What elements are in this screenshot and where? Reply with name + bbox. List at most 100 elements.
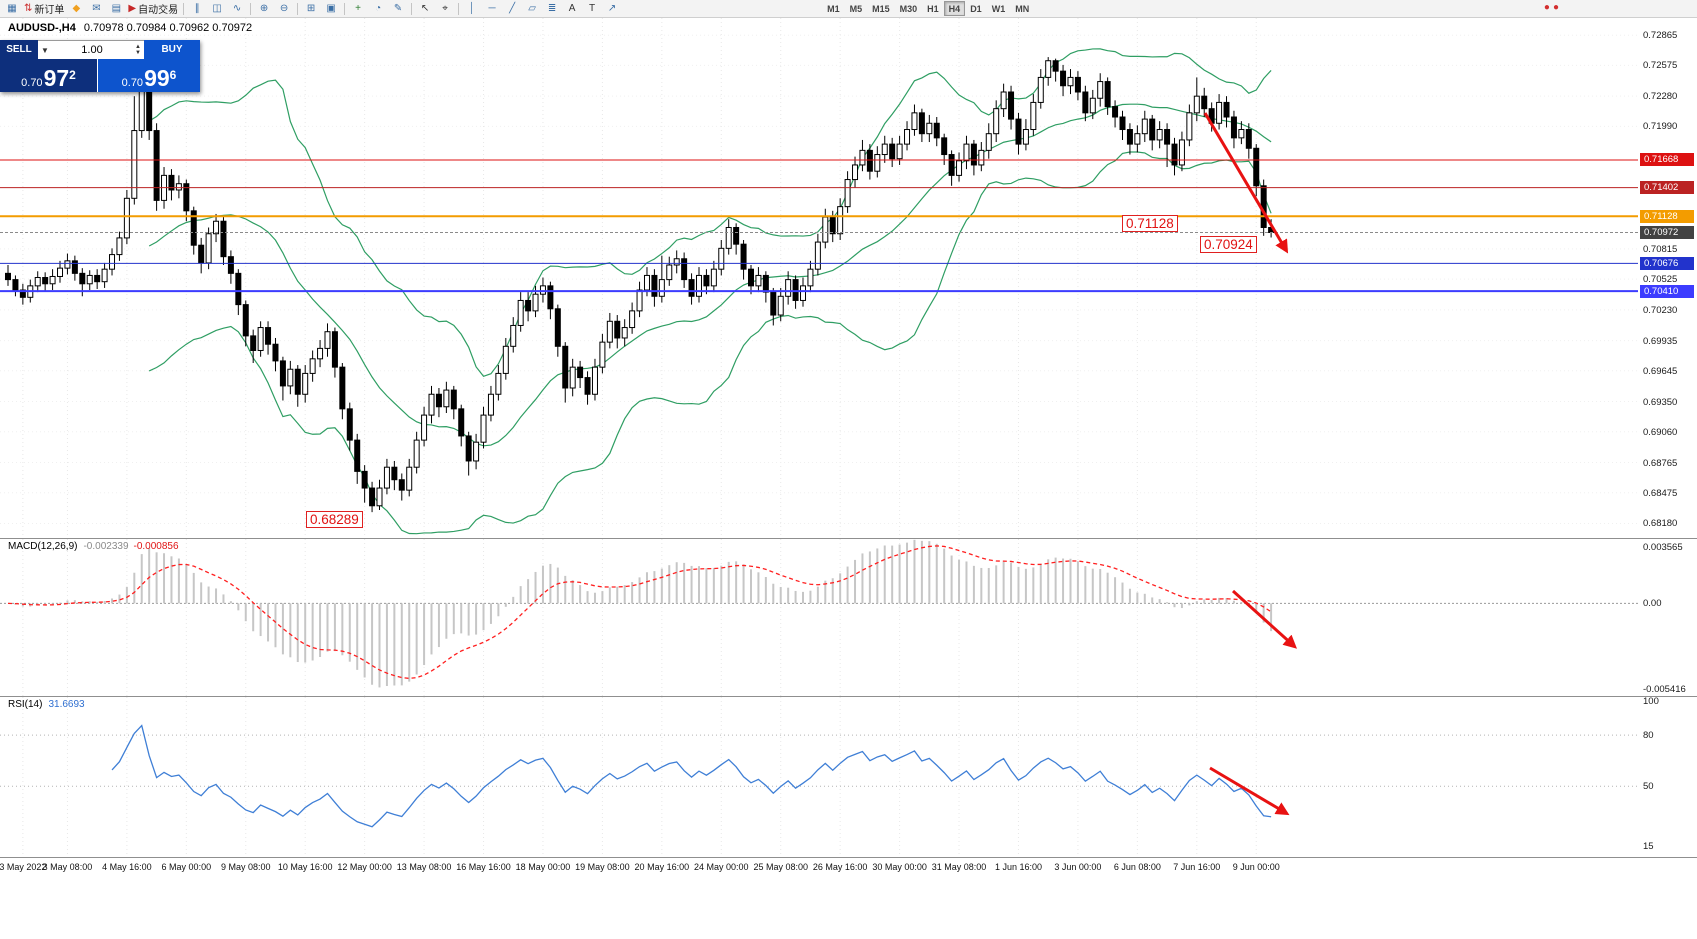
line-chart-icon: ∿ [232,3,242,14]
timeframe-button-m30[interactable]: M30 [899,3,918,14]
promo-icon[interactable]: ◆ [66,1,86,16]
crosshair-icon[interactable]: ⌖ [435,1,455,16]
record-icon[interactable]: ● [1543,2,1550,13]
sell-price-button[interactable]: 0.70 97 2 [0,59,97,92]
x-axis-label: 30 May 00:00 [872,862,927,872]
rsi-canvas[interactable] [0,697,1697,857]
price-tag-0.71128: 0.71128 [1640,209,1694,223]
arrow-tool-icon[interactable]: ↗ [602,1,622,16]
cursor-icon[interactable]: ↖ [415,1,435,16]
channel-icon: ▱ [528,3,536,14]
macd-canvas[interactable] [0,539,1697,696]
x-axis-label: 20 May 16:00 [634,862,690,872]
auto-trading-button: ▶ [128,3,137,14]
y-axis-label: 0.69645 [1643,365,1678,377]
sell-button[interactable]: SELL [0,40,38,59]
lot-size-field: ▼ 1.00 ▲ ▼ [38,40,144,59]
fibonacci-icon: ≣ [547,3,557,14]
y-axis-label: 0.69935 [1643,335,1678,347]
tile-windows-icon[interactable]: ⊞ [301,1,321,16]
candlestick-chart-icon[interactable]: ◫ [207,1,227,16]
buy-price-button[interactable]: 0.70 99 6 [97,59,200,92]
macd-main-value: -0.002339 [83,541,129,552]
rsi-line [111,724,1272,828]
timeframe-button-mn[interactable]: MN [1015,3,1030,14]
lot-stepper[interactable]: ▲ ▼ [135,44,141,56]
toolbar-separator [458,2,460,15]
zoom-in-icon[interactable]: ⊕ [254,1,274,16]
x-axis-label: 31 May 08:00 [931,862,987,872]
line-chart-icon[interactable]: ∿ [227,1,247,16]
templates-icon[interactable]: ✎ [388,1,408,16]
auto-trading-button-label: 自动交易 [138,5,179,16]
main-chart-canvas[interactable] [0,18,1697,538]
rsi-axis-label: 15 [1643,840,1654,852]
y-axis-label: 0.72280 [1643,91,1678,103]
lot-size-input[interactable]: 1.00 [81,44,103,56]
chat-icon[interactable]: ✉ [86,1,106,16]
arrange-windows-icon: ▣ [326,3,336,14]
candlestick-chart-icon: ◫ [212,3,222,14]
y-axis-label: 0.72575 [1643,60,1678,72]
x-axis-label: 6 Jun 08:00 [1113,862,1161,872]
record-icon-2[interactable]: ● [1552,2,1559,13]
candles [5,57,1275,513]
price-tag-0.70410: 0.70410 [1640,284,1694,298]
rsi-trend-arrow[interactable] [1209,766,1290,816]
macd-trend-arrow[interactable] [1231,589,1298,649]
fibonacci-icon[interactable]: ≣ [542,1,562,16]
buy-button[interactable]: BUY [144,40,200,59]
horizontal-line-icon: ─ [488,3,496,14]
timeframe-button-m5[interactable]: M5 [849,3,863,14]
new-order-button[interactable]: ⇅ 新订单 [22,1,66,16]
period-icon[interactable]: ◔ [368,1,388,16]
timeframe-button-d1[interactable]: D1 [970,3,982,14]
x-axis-label: 16 May 16:00 [456,862,511,872]
channel-icon[interactable]: ▱ [522,1,542,16]
zoom-out-icon[interactable]: ⊖ [274,1,294,16]
new-chart-icon[interactable]: ▦ [2,1,22,16]
price-annotation[interactable]: 0.68289 [306,511,363,529]
x-axis-label: 3 Jun 00:00 [1054,862,1102,872]
timeframe-button-w1[interactable]: W1 [991,3,1006,14]
timeframe-button-h1[interactable]: H1 [927,3,939,14]
trendline-icon: ╱ [509,3,516,14]
vertical-line-icon[interactable]: │ [462,1,482,16]
bar-chart-icon[interactable]: ∥ [187,1,207,16]
period-icon: ◔ [375,3,382,14]
bollinger-bands[interactable] [148,48,1272,535]
timeframe-button-m1[interactable]: M1 [827,3,840,14]
macd-header: MACD(12,26,9) -0.002339 -0.000856 [8,541,179,552]
market-icon[interactable]: ▤ [106,1,126,16]
trendline-icon[interactable]: ╱ [502,1,522,16]
sell-price-prefix: 0.70 [21,77,43,89]
buy-price-prefix: 0.70 [121,77,144,89]
macd-signal-value: -0.000856 [133,541,179,552]
auto-trading-button[interactable]: ▶ 自动交易 [126,1,180,16]
macd-histogram [14,539,1273,688]
trend-arrow[interactable] [1203,112,1289,254]
rsi-axis-label: 50 [1643,781,1654,793]
x-axis-label: 1 Jun 16:00 [994,862,1042,872]
indicators-icon: + [355,3,362,14]
timeframe-button-m15[interactable]: M15 [872,3,890,14]
price-annotation[interactable]: 0.70924 [1200,236,1257,254]
macd-indicator-panel[interactable]: MACD(12,26,9) -0.002339 -0.000856 0.003565… [0,538,1697,696]
chevron-down-icon[interactable]: ▼ [41,45,49,55]
y-axis-label: 0.68180 [1643,518,1678,530]
new-order-button-label: 新订单 [34,5,65,16]
label-icon[interactable]: T [582,1,602,16]
price-tag-0.70676: 0.70676 [1640,256,1694,270]
horizontal-line-icon[interactable]: ─ [482,1,502,16]
timeframe-button-h4[interactable]: H4 [943,1,966,16]
rsi-indicator-panel[interactable]: RSI(14) 31.6693 100 80 50 15 [0,696,1697,857]
indicators-icon[interactable]: + [348,1,368,16]
text-icon[interactable]: A [562,1,582,16]
x-axis-label: 19 May 08:00 [575,862,630,872]
y-axis-label: 0.70525 [1643,274,1678,286]
y-axis-label: 0.68475 [1643,487,1678,499]
price-annotation[interactable]: 0.71128 [1122,215,1178,233]
arrange-windows-icon[interactable]: ▣ [321,1,341,16]
y-axis-label: 0.69350 [1643,396,1678,408]
tile-windows-icon: ⊞ [306,3,316,14]
